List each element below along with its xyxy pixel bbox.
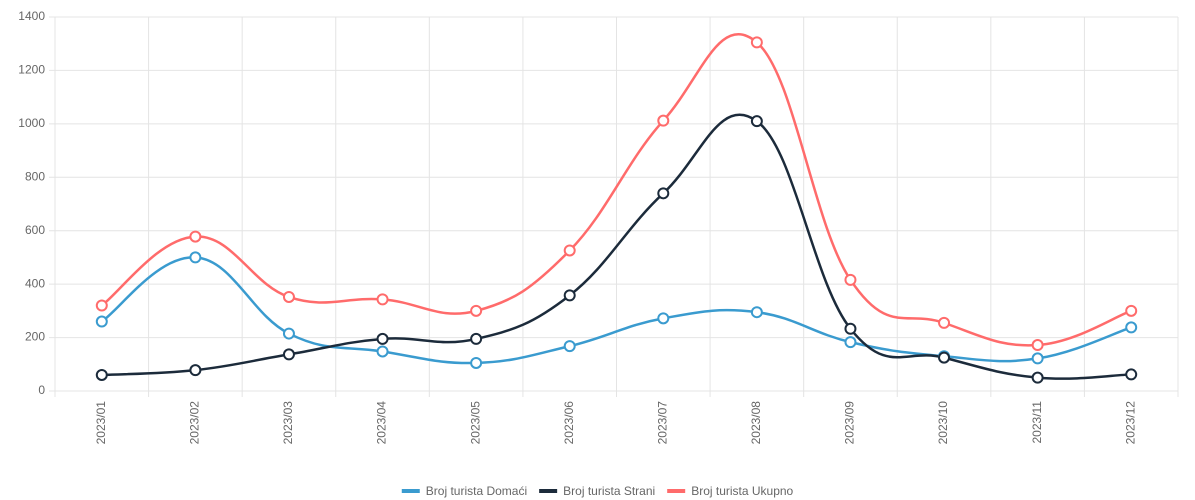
data-point	[95, 299, 108, 312]
y-tick-label: 800	[25, 169, 45, 183]
data-point	[189, 230, 202, 243]
y-tick-label: 1400	[18, 9, 45, 23]
y-tick-label: 1200	[18, 63, 45, 77]
data-point	[470, 304, 483, 317]
data-point	[282, 290, 295, 303]
data-point	[1125, 304, 1138, 317]
x-tick-label: 2023/04	[375, 401, 389, 445]
data-point	[470, 332, 483, 345]
y-tick-label: 400	[25, 276, 45, 290]
legend-swatch	[401, 489, 420, 493]
x-tick-label: 2023/03	[281, 401, 295, 445]
x-tick-label: 2023/07	[655, 401, 669, 445]
data-point	[470, 356, 483, 369]
legend: Broj turista Domaći Broj turista Strani Br…	[401, 484, 794, 498]
data-point	[938, 351, 951, 364]
data-point	[282, 327, 295, 340]
legend-label: Broj turista Ukupno	[691, 484, 793, 498]
data-point	[657, 312, 670, 325]
y-tick-label: 1000	[18, 116, 45, 130]
data-point	[844, 322, 857, 335]
data-point	[189, 364, 202, 377]
data-point	[189, 251, 202, 264]
data-point	[750, 306, 763, 319]
data-point	[844, 273, 857, 286]
data-point	[844, 336, 857, 349]
x-tick-label: 2023/10	[936, 401, 950, 445]
data-point	[376, 332, 389, 345]
y-tick-label: 600	[25, 223, 45, 237]
x-tick-label: 2023/08	[749, 401, 763, 445]
x-tick-label: 2023/09	[843, 401, 857, 445]
legend-label: Broj turista Strani	[563, 484, 655, 498]
y-tick-label: 200	[25, 330, 45, 344]
data-point	[1031, 352, 1044, 365]
data-point	[563, 289, 576, 302]
data-point	[1125, 368, 1138, 381]
data-point	[95, 368, 108, 381]
x-tick-label: 2023/01	[94, 401, 108, 445]
data-point	[750, 115, 763, 128]
data-point	[938, 316, 951, 329]
data-point	[657, 114, 670, 127]
x-tick-label: 2023/02	[188, 401, 202, 445]
data-point	[1125, 321, 1138, 334]
data-point	[376, 293, 389, 306]
legend-swatch	[667, 489, 686, 493]
data-point	[657, 187, 670, 200]
y-tick-label: 0	[38, 383, 45, 397]
x-tick-label: 2023/06	[562, 401, 576, 445]
x-tick-label: 2023/05	[468, 401, 482, 445]
data-point	[282, 348, 295, 361]
legend-label: Broj turista Domaći	[426, 484, 527, 498]
data-point	[563, 244, 576, 257]
x-tick-label: 2023/12	[1123, 401, 1137, 445]
legend-swatch	[539, 489, 558, 493]
x-tick-label: 2023/11	[1030, 401, 1044, 444]
data-point	[95, 315, 108, 328]
data-point	[1031, 339, 1044, 352]
data-point	[376, 345, 389, 358]
data-point	[750, 36, 763, 49]
data-point	[563, 340, 576, 353]
data-point	[1031, 371, 1044, 384]
